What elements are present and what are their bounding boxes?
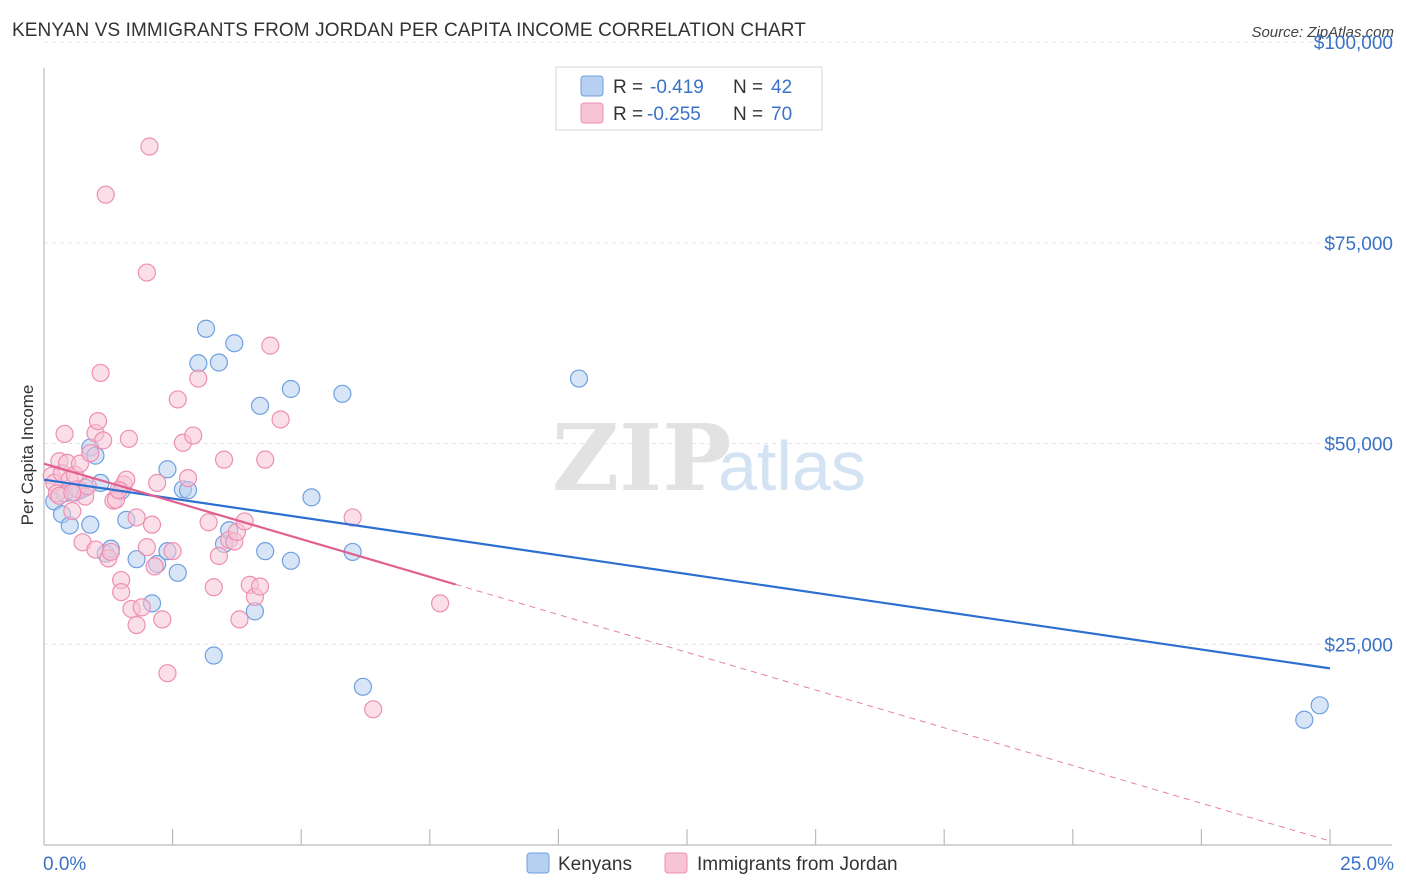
jordan-trend-extension [455, 583, 1331, 842]
jordan-point [184, 426, 203, 445]
jordan-point [137, 263, 156, 282]
stats-n-value-kenyans: 42 [771, 77, 792, 98]
jordan-point [137, 538, 156, 557]
stats-legend: R = -0.419 N = 42 R = -0.255 N = 70 [555, 66, 823, 131]
jordan-point [189, 369, 208, 388]
y-tick-label: $50,000 [1324, 435, 1393, 456]
stats-swatch-jordan [580, 102, 604, 124]
jordan-point [96, 185, 115, 204]
kenyans-point [196, 319, 216, 338]
kenyans-point [569, 369, 589, 388]
stats-r-value-jordan: -0.255 [647, 104, 701, 125]
jordan-point [55, 424, 74, 444]
jordan-point [163, 542, 182, 561]
jordan-point [101, 542, 120, 562]
kenyans-point [127, 550, 146, 569]
kenyans-point [189, 354, 208, 373]
kenyans-point [333, 384, 352, 403]
jordan-point [140, 137, 159, 156]
legend-label-jordan: Immigrants from Jordan [697, 854, 898, 875]
jordan-point [153, 610, 172, 629]
jordan-point [88, 411, 108, 431]
jordan-point [132, 598, 151, 617]
x-tick-label-max: 25.0% [1340, 854, 1394, 875]
source-label: Source: ZipAtlas.com [1251, 24, 1394, 41]
scatter-points [42, 137, 1329, 729]
jordan-trend-line [43, 462, 456, 586]
kenyans-point [204, 646, 223, 665]
kenyans-point [168, 563, 187, 582]
legend-swatch-jordan [664, 852, 688, 874]
kenyans-point [302, 488, 321, 507]
grid-lines [44, 41, 1392, 645]
jordan-point [261, 336, 280, 355]
x-tick-label-min: 0.0% [43, 854, 86, 875]
jordan-point [250, 577, 270, 596]
jordan-point [158, 664, 177, 683]
kenyans-point [281, 551, 301, 570]
jordan-point [127, 615, 146, 635]
watermark-atlas: atlas [718, 427, 866, 505]
stats-r-label-kenyans: R = [613, 77, 643, 98]
jordan-point [63, 501, 82, 521]
jordan-point [271, 410, 290, 429]
stats-swatch-kenyans [580, 75, 604, 97]
jordan-point [142, 515, 162, 534]
kenyans-point [209, 353, 228, 372]
stats-n-label-kenyans: N = [733, 77, 763, 98]
trend-lines [43, 462, 1331, 842]
jordan-point [430, 594, 450, 613]
x-ticks [172, 829, 1331, 845]
jordan-point [214, 450, 234, 469]
jordan-point [204, 578, 223, 597]
stats-n-value-jordan: 70 [771, 104, 792, 125]
jordan-point [94, 431, 113, 450]
jordan-point [209, 546, 228, 566]
y-tick-labels: $25,000 $50,000 $75,000 $100,000 [1314, 33, 1393, 656]
jordan-point [168, 390, 187, 409]
jordan-point [91, 363, 110, 383]
chart-title: KENYAN VS IMMIGRANTS FROM JORDAN PER CAP… [12, 20, 806, 41]
y-tick-label: $75,000 [1324, 234, 1393, 255]
kenyans-point [81, 515, 100, 534]
legend-label-kenyans: Kenyans [558, 854, 632, 875]
stats-r-value-kenyans: -0.419 [650, 77, 704, 98]
kenyans-trend-line [43, 478, 1331, 670]
axes [43, 68, 1392, 846]
kenyans-point [353, 677, 373, 696]
jordan-point [112, 582, 131, 602]
kenyans-point [1310, 696, 1329, 715]
stats-r-label-jordan: R = [613, 104, 643, 125]
jordan-point [230, 610, 249, 629]
kenyans-point [158, 460, 177, 479]
kenyans-point [225, 334, 244, 353]
kenyans-point [256, 542, 275, 561]
legend-swatch-kenyans [526, 852, 550, 874]
stats-n-label-jordan: N = [733, 104, 763, 125]
kenyans-point [281, 379, 301, 399]
jordan-point [364, 700, 383, 719]
kenyans-point [250, 396, 270, 415]
watermark-zip: ZIP [552, 404, 731, 512]
jordan-point [63, 483, 82, 502]
kenyans-point [1295, 710, 1314, 729]
y-tick-label: $25,000 [1324, 635, 1393, 656]
jordan-point [127, 508, 146, 527]
jordan-point [119, 429, 138, 448]
jordan-point [256, 450, 275, 469]
jordan-point [81, 444, 100, 463]
series-legend: Kenyans Immigrants from Jordan [526, 852, 898, 875]
jordan-point [145, 557, 164, 576]
y-tick-label: $100,000 [1314, 33, 1393, 54]
jordan-point [148, 473, 167, 493]
jordan-point [199, 513, 218, 532]
jordan-point [178, 468, 198, 488]
